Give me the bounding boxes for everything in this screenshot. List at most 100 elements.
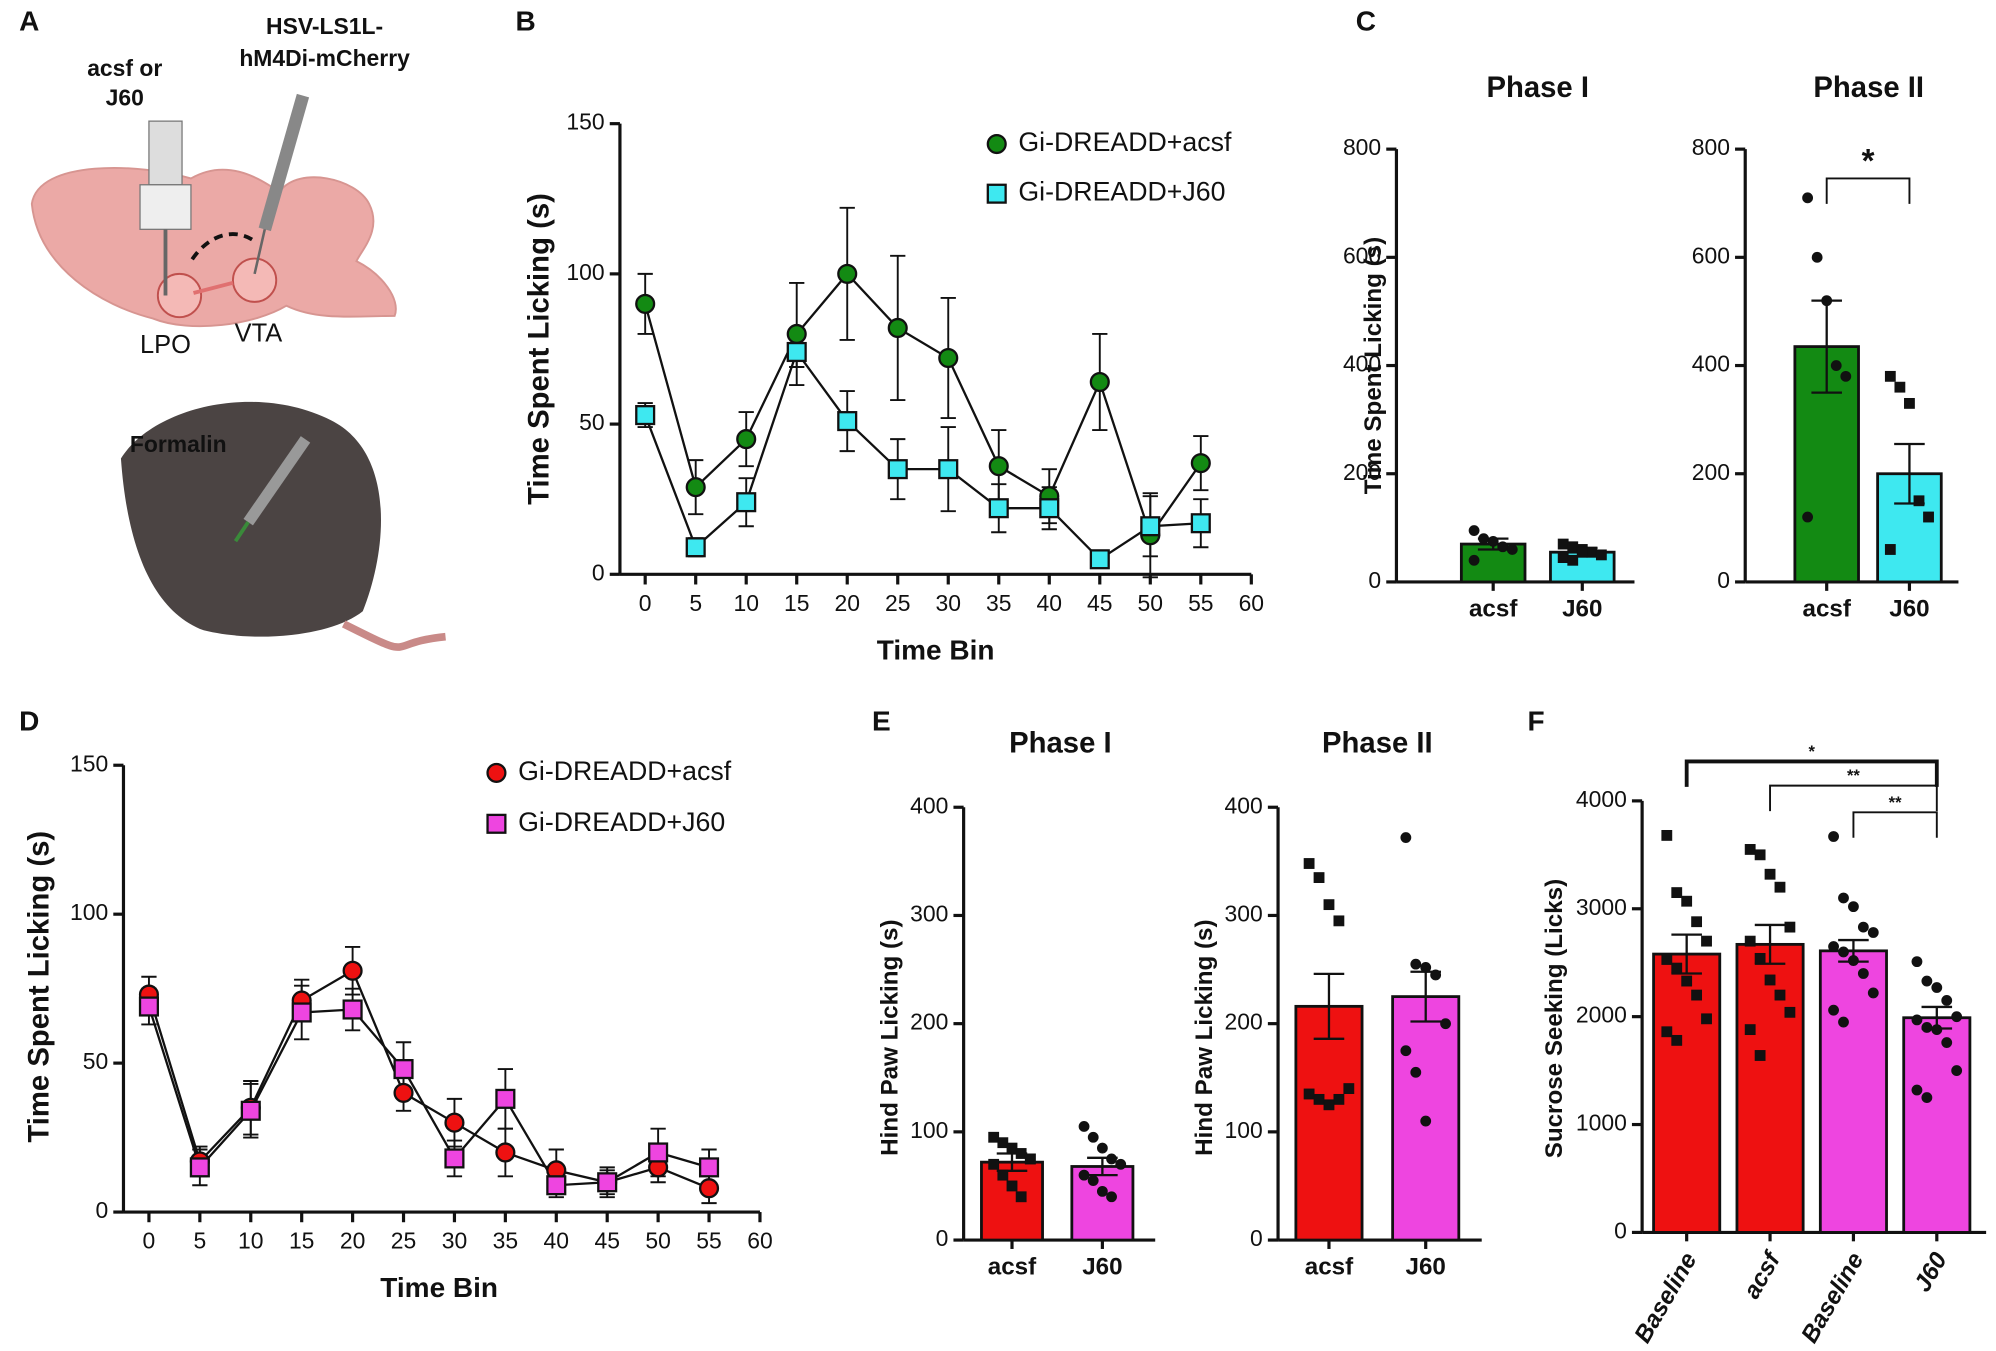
y-tick-label: 150 bbox=[566, 109, 604, 135]
data-point bbox=[1557, 552, 1569, 564]
data-point bbox=[1015, 1191, 1027, 1203]
data-point bbox=[1691, 916, 1703, 928]
data-point bbox=[1821, 295, 1833, 307]
virus-label: HSV-LS1L- bbox=[266, 13, 383, 39]
legend-marker bbox=[486, 762, 507, 783]
x-tick-label: 40 bbox=[544, 1228, 569, 1254]
data-point bbox=[1333, 1093, 1345, 1105]
mouse-tail bbox=[341, 620, 446, 651]
data-point bbox=[1106, 1153, 1117, 1165]
significance-bracket bbox=[1684, 759, 1939, 787]
data-point bbox=[1595, 549, 1607, 561]
y-axis-label: Time Spent Licking (s) bbox=[23, 831, 55, 1143]
data-point bbox=[189, 1157, 210, 1178]
data-point bbox=[1744, 935, 1756, 947]
data-point bbox=[1894, 381, 1906, 393]
data-point bbox=[1089, 371, 1110, 393]
data-point bbox=[1015, 1148, 1027, 1159]
data-point bbox=[1941, 1037, 1953, 1048]
y-tick-label: 0 bbox=[1717, 567, 1730, 593]
data-point bbox=[988, 498, 1009, 519]
x-tick-label: 15 bbox=[289, 1228, 314, 1254]
data-point bbox=[1754, 849, 1766, 861]
y-tick-label: 4000 bbox=[1576, 786, 1627, 812]
data-point bbox=[1764, 868, 1776, 880]
data-point bbox=[837, 411, 858, 432]
y-tick-label: 400 bbox=[1343, 351, 1381, 377]
data-point bbox=[1911, 1084, 1923, 1096]
significance-bracket bbox=[1852, 811, 1938, 838]
vta-region bbox=[231, 257, 278, 303]
significance-label: * bbox=[1809, 742, 1816, 761]
y-tick-label: 800 bbox=[1343, 134, 1381, 160]
x-tick-label: 40 bbox=[1037, 590, 1062, 616]
data-point bbox=[837, 263, 858, 284]
y-tick-label: 0 bbox=[592, 559, 605, 585]
x-tick-label: J60 bbox=[1562, 595, 1602, 622]
panel-label: B bbox=[516, 5, 536, 36]
panel-label: D bbox=[19, 706, 39, 737]
injection-label: acsf or bbox=[87, 55, 162, 81]
data-point bbox=[1661, 829, 1673, 841]
data-point bbox=[698, 1157, 720, 1178]
data-point bbox=[1701, 935, 1712, 947]
data-point bbox=[1087, 1131, 1099, 1143]
data-point bbox=[1884, 544, 1896, 555]
data-point bbox=[1744, 1024, 1756, 1036]
x-axis-label: Time Bin bbox=[380, 1272, 498, 1303]
data-point bbox=[635, 293, 656, 314]
x-tick-label: 15 bbox=[784, 590, 809, 616]
x-tick-label: acsf bbox=[988, 1253, 1037, 1280]
data-point bbox=[597, 1172, 618, 1193]
panel-label: A bbox=[19, 5, 39, 36]
data-point bbox=[1087, 1175, 1099, 1186]
data-point bbox=[1923, 511, 1934, 523]
data-point bbox=[1420, 961, 1432, 973]
y-tick-label: 400 bbox=[1225, 792, 1263, 818]
data-point bbox=[786, 323, 807, 345]
data-point bbox=[1303, 858, 1315, 869]
data-point bbox=[1661, 954, 1673, 965]
data-point bbox=[1884, 370, 1896, 382]
bar bbox=[1902, 1016, 1972, 1234]
data-point bbox=[698, 1178, 720, 1199]
projection-line bbox=[193, 280, 234, 295]
y-tick-label: 50 bbox=[579, 409, 604, 435]
x-tick-label: 20 bbox=[340, 1228, 365, 1254]
data-point bbox=[786, 341, 807, 363]
bar bbox=[1735, 942, 1805, 1234]
panel-label: E bbox=[872, 706, 891, 737]
y-axis-label: Time Spent Licking (s) bbox=[1360, 237, 1387, 494]
x-tick-label: 20 bbox=[834, 590, 859, 616]
data-point bbox=[1420, 1115, 1432, 1127]
chart-title: Phase I bbox=[1486, 72, 1588, 104]
legend-label: Gi-DREADD+J60 bbox=[1018, 177, 1225, 207]
x-tick-label: 50 bbox=[1138, 590, 1163, 616]
y-tick-label: 100 bbox=[910, 1117, 948, 1143]
data-point bbox=[997, 1169, 1009, 1181]
data-point bbox=[1096, 1142, 1108, 1154]
x-tick-label: 5 bbox=[689, 590, 702, 616]
data-point bbox=[938, 459, 959, 480]
data-point bbox=[1754, 1050, 1766, 1061]
data-point bbox=[1867, 927, 1879, 938]
y-tick-label: 300 bbox=[1225, 900, 1263, 926]
x-tick-label: acsf bbox=[1469, 595, 1518, 622]
data-point bbox=[1838, 892, 1849, 904]
data-point bbox=[736, 429, 757, 450]
data-point bbox=[444, 1112, 465, 1133]
x-axis-label: Time Bin bbox=[877, 634, 995, 665]
x-tick-label: 60 bbox=[747, 1228, 772, 1254]
x-tick-label: 25 bbox=[885, 590, 910, 616]
significance-bracket bbox=[1769, 784, 1938, 812]
data-point bbox=[1468, 525, 1480, 536]
data-point bbox=[1410, 958, 1422, 970]
y-tick-label: 600 bbox=[1343, 242, 1381, 268]
data-point bbox=[1941, 995, 1953, 1006]
formalin-label: Formalin bbox=[130, 431, 227, 457]
projection-arrow bbox=[189, 232, 254, 263]
x-tick-label: 5 bbox=[193, 1228, 206, 1254]
data-point bbox=[1671, 962, 1683, 974]
data-point bbox=[1830, 360, 1842, 371]
syringe-needle bbox=[253, 229, 267, 275]
